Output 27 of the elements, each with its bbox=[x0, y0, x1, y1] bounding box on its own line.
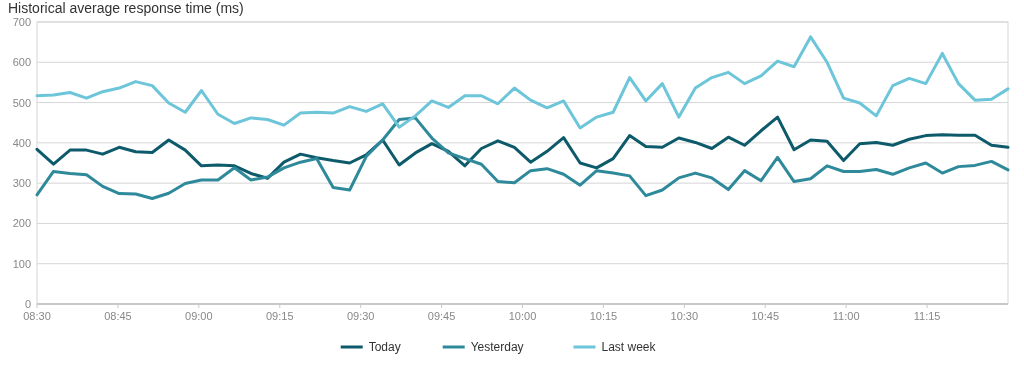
x-tick-label: 09:00 bbox=[185, 310, 213, 322]
x-tick-label: 08:30 bbox=[23, 310, 51, 322]
legend-label: Yesterday bbox=[470, 340, 524, 354]
y-tick-label: 0 bbox=[24, 298, 31, 310]
x-tick-label: 09:15 bbox=[265, 310, 294, 322]
x-tick-label: 10:15 bbox=[589, 310, 618, 322]
legend-label: Today bbox=[368, 340, 401, 354]
y-tick-label: 500 bbox=[12, 96, 31, 109]
y-tick-label: 300 bbox=[12, 177, 31, 190]
x-tick-label: 10:00 bbox=[508, 310, 537, 322]
y-tick-label: 700 bbox=[12, 16, 31, 28]
x-tick-label: 09:30 bbox=[346, 310, 375, 322]
line-series bbox=[35, 116, 1010, 200]
x-tick-label: 10:30 bbox=[670, 310, 699, 322]
y-tick-label: 100 bbox=[12, 257, 31, 270]
x-tick-label: 11:00 bbox=[832, 310, 860, 322]
x-tick-label: 09:45 bbox=[427, 310, 456, 322]
legend-label: Last week bbox=[601, 340, 657, 354]
y-tick-label: 200 bbox=[12, 217, 31, 230]
y-tick-label: 600 bbox=[12, 56, 31, 69]
line-series bbox=[35, 115, 1010, 180]
chart-title: Historical average response time (ms) bbox=[8, 0, 244, 16]
x-tick-label: 10:45 bbox=[751, 310, 780, 322]
line-series bbox=[35, 35, 1010, 130]
x-tick-label: 11:15 bbox=[913, 310, 941, 322]
x-tick-label: 08:45 bbox=[104, 310, 132, 322]
y-tick-label: 400 bbox=[12, 136, 31, 149]
